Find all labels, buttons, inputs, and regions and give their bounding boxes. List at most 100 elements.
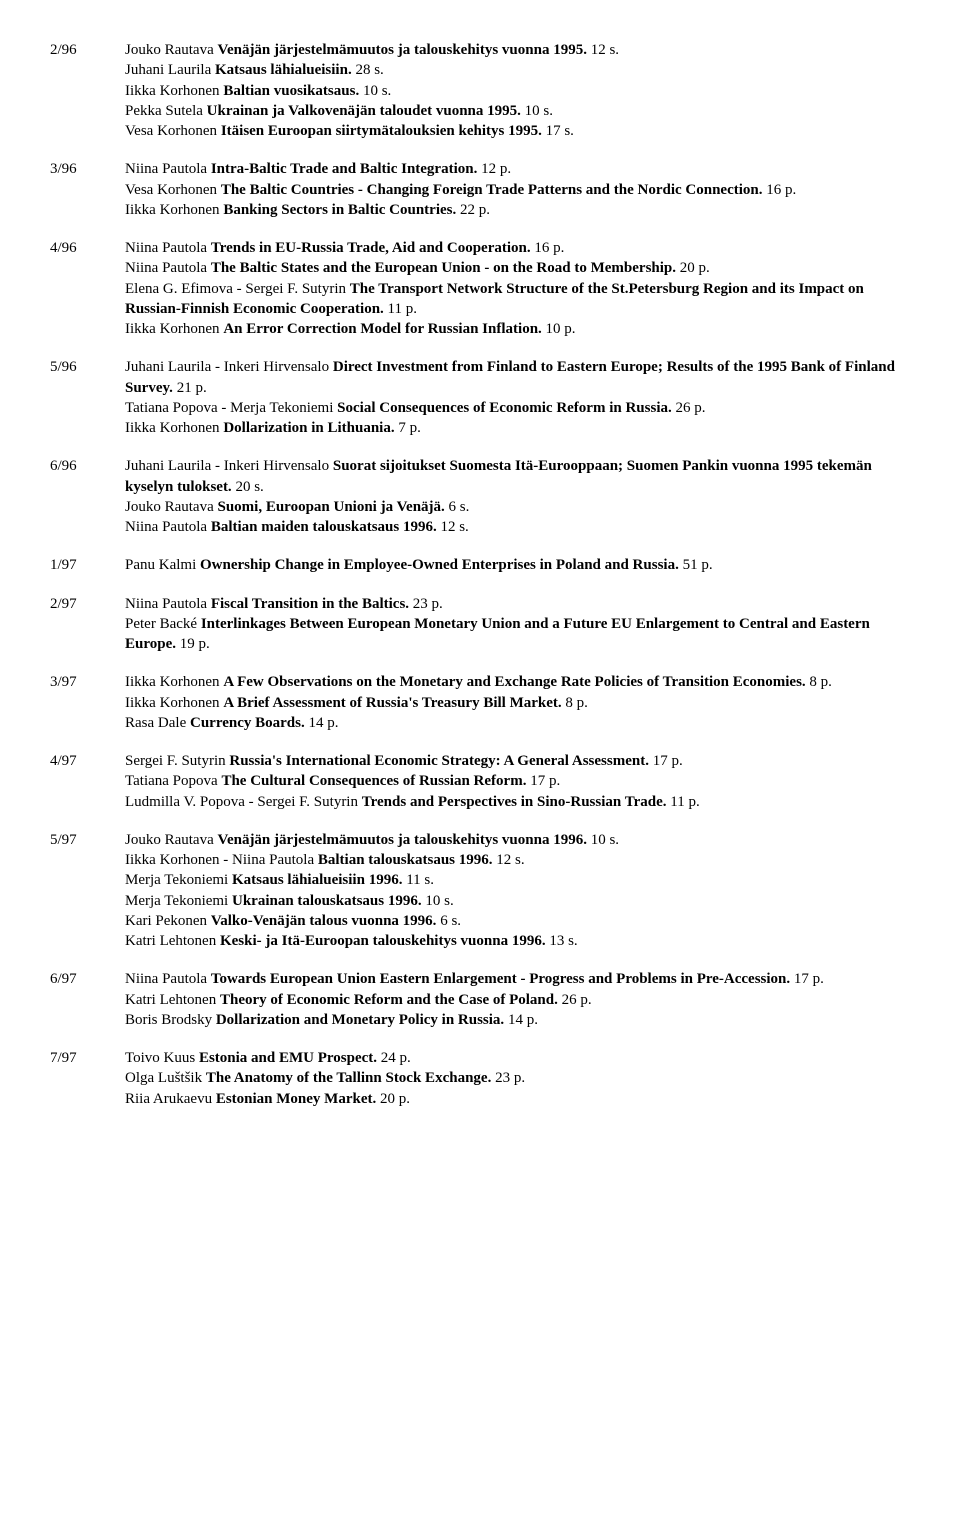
publication-entry: 6/97Niina Pautola Towards European Union… [50,969,910,1030]
publication-item: Tatiana Popova The Cultural Consequences… [125,771,910,791]
text-author: Iikka Korhonen - Niina Pautola [125,852,318,868]
text-title: Ownership Change in Employee-Owned Enter… [200,557,679,573]
text-title: Currency Boards. [190,715,305,731]
text-title: Valko-Venäjän talous vuonna 1996. [211,913,437,929]
text-author: Juhani Laurila [125,62,215,78]
publication-item: Tatiana Popova - Merja Tekoniemi Social … [125,398,910,418]
publication-entry: 3/96Niina Pautola Intra-Baltic Trade and… [50,159,910,220]
publication-item: Niina Pautola Towards European Union Eas… [125,969,910,989]
issue-number: 1/97 [50,555,125,575]
text-pages: 12 s. [437,519,469,535]
publication-item: Niina Pautola Baltian maiden talouskatsa… [125,517,910,537]
text-title: Baltian vuosikatsaus. [223,83,359,99]
publication-item: Iikka Korhonen Banking Sectors in Baltic… [125,200,910,220]
text-author: Pekka Sutela [125,103,207,119]
publication-item: Iikka Korhonen Baltian vuosikatsaus. 10 … [125,81,910,101]
text-author: Tatiana Popova [125,773,221,789]
text-pages: 17 s. [542,123,574,139]
text-title: Venäjän järjestelmämuutos ja talouskehit… [217,832,586,848]
issue-number: 7/97 [50,1048,125,1109]
publication-item: Panu Kalmi Ownership Change in Employee-… [125,555,910,575]
text-title: Ukrainan ja Valkovenäjän taloudet vuonna… [207,103,521,119]
publication-entry: 3/97Iikka Korhonen A Few Observations on… [50,672,910,733]
entry-content: Juhani Laurila - Inkeri Hirvensalo Suora… [125,456,910,537]
issue-number: 5/96 [50,357,125,438]
text-author: Olga Luštšik [125,1070,206,1086]
text-title: Baltian maiden talouskatsaus 1996. [211,519,437,535]
text-pages: 12 s. [493,852,525,868]
text-pages: 19 p. [176,636,210,652]
publication-entry: 1/97Panu Kalmi Ownership Change in Emplo… [50,555,910,575]
entry-content: Niina Pautola Towards European Union Eas… [125,969,910,1030]
text-pages: 13 s. [546,933,578,949]
publication-item: Katri Lehtonen Keski- ja Itä-Euroopan ta… [125,931,910,951]
text-author: Niina Pautola [125,161,211,177]
issue-number: 3/96 [50,159,125,220]
text-pages: 26 p. [558,992,592,1008]
text-title: A Brief Assessment of Russia's Treasury … [223,695,561,711]
entry-content: Niina Pautola Trends in EU-Russia Trade,… [125,238,910,339]
entry-content: Sergei F. Sutyrin Russia's International… [125,751,910,812]
text-title: Russia's International Economic Strategy… [229,753,649,769]
issue-number: 2/96 [50,40,125,141]
text-author: Iikka Korhonen [125,202,223,218]
publication-item: Iikka Korhonen A Few Observations on the… [125,672,910,692]
text-author: Niina Pautola [125,971,211,987]
publication-entry: 2/96Jouko Rautava Venäjän järjestelmämuu… [50,40,910,141]
issue-number: 2/97 [50,594,125,655]
text-author: Panu Kalmi [125,557,200,573]
publication-item: Juhani Laurila - Inkeri Hirvensalo Direc… [125,357,910,398]
publication-item: Iikka Korhonen Dollarization in Lithuani… [125,418,910,438]
entry-content: Jouko Rautava Venäjän järjestelmämuutos … [125,830,910,952]
text-author: Elena G. Efimova - Sergei F. Sutyrin [125,281,350,297]
text-title: Towards European Union Eastern Enlargeme… [211,971,790,987]
text-pages: 51 p. [679,557,713,573]
text-title: Trends and Perspectives in Sino-Russian … [362,794,667,810]
text-title: Interlinkages Between European Monetary … [125,616,870,652]
text-title: Itäisen Euroopan siirtymätalouksien kehi… [221,123,542,139]
text-pages: 12 p. [477,161,511,177]
text-pages: 10 s. [422,893,454,909]
text-title: Estonian Money Market. [216,1091,376,1107]
publication-item: Niina Pautola The Baltic States and the … [125,258,910,278]
text-pages: 6 s. [445,499,470,515]
text-pages: 17 p. [526,773,560,789]
text-author: Iikka Korhonen [125,83,223,99]
entry-content: Juhani Laurila - Inkeri Hirvensalo Direc… [125,357,910,438]
text-title: Baltian talouskatsaus 1996. [318,852,493,868]
publication-item: Jouko Rautava Venäjän järjestelmämuutos … [125,40,910,60]
text-title: The Anatomy of the Tallinn Stock Exchang… [206,1070,491,1086]
text-title: Dollarization and Monetary Policy in Rus… [216,1012,504,1028]
text-pages: 22 p. [456,202,490,218]
text-pages: 10 s. [359,83,391,99]
publication-item: Iikka Korhonen - Niina Pautola Baltian t… [125,850,910,870]
publication-item: Katri Lehtonen Theory of Economic Reform… [125,990,910,1010]
text-author: Katri Lehtonen [125,933,220,949]
publication-item: Niina Pautola Fiscal Transition in the B… [125,594,910,614]
publication-item: Peter Backé Interlinkages Between Europe… [125,614,910,655]
text-title: Estonia and EMU Prospect. [199,1050,377,1066]
publication-item: Niina Pautola Trends in EU-Russia Trade,… [125,238,910,258]
publication-item: Sergei F. Sutyrin Russia's International… [125,751,910,771]
text-author: Juhani Laurila - Inkeri Hirvensalo [125,458,333,474]
text-pages: 23 p. [491,1070,525,1086]
publication-item: Rasa Dale Currency Boards. 14 p. [125,713,910,733]
text-author: Tatiana Popova - Merja Tekoniemi [125,400,337,416]
text-title: Banking Sectors in Baltic Countries. [223,202,456,218]
publication-entry: 4/97Sergei F. Sutyrin Russia's Internati… [50,751,910,812]
text-pages: 6 s. [436,913,461,929]
text-author: Katri Lehtonen [125,992,220,1008]
text-author: Peter Backé [125,616,201,632]
publication-item: Iikka Korhonen An Error Correction Model… [125,319,910,339]
publication-item: Juhani Laurila Katsaus lähialueisiin. 28… [125,60,910,80]
entry-content: Jouko Rautava Venäjän järjestelmämuutos … [125,40,910,141]
publication-item: Vesa Korhonen Itäisen Euroopan siirtymät… [125,121,910,141]
text-author: Rasa Dale [125,715,190,731]
text-author: Riia Arukaevu [125,1091,216,1107]
text-title: Theory of Economic Reform and the Case o… [220,992,558,1008]
publication-list: 2/96Jouko Rautava Venäjän järjestelmämuu… [50,40,910,1109]
text-author: Jouko Rautava [125,832,217,848]
publication-item: Ludmilla V. Popova - Sergei F. Sutyrin T… [125,792,910,812]
text-pages: 14 p. [305,715,339,731]
text-title: The Baltic Countries - Changing Foreign … [221,182,763,198]
